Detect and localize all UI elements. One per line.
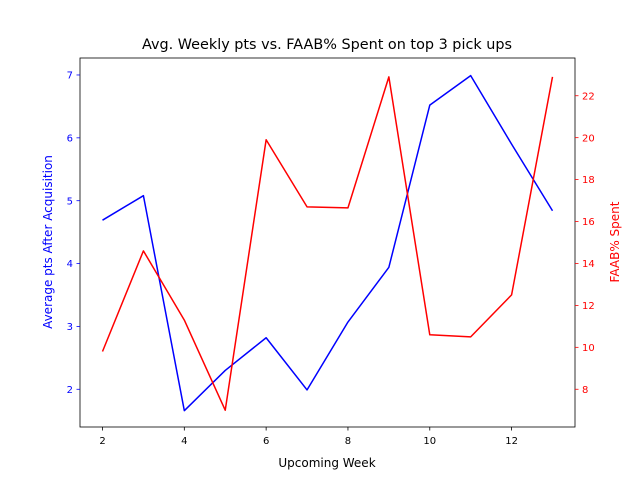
chart-title: Avg. Weekly pts vs. FAAB% Spent on top 3…: [142, 37, 512, 53]
left-y-axis-label: Average pts After Acquisition: [41, 155, 55, 329]
right-y-tick-label: 10: [582, 343, 595, 354]
left-y-tick-label: 5: [67, 196, 73, 207]
right-y-tick-label: 22: [582, 91, 595, 102]
plot-area: [101, 74, 554, 412]
series-line-1: [102, 74, 554, 412]
x-axis-label: Upcoming Week: [278, 456, 375, 470]
right-y-tick-label: 20: [582, 133, 595, 144]
left-y-tick-label: 7: [67, 71, 73, 82]
x-tick-label: 10: [423, 436, 436, 447]
right-y-tick-label: 18: [582, 175, 595, 186]
right-y-tick-label: 12: [582, 301, 595, 312]
axes: 2 4 6 8 10 12 2 3 4 5 6 7 8 10 12 14 16 18 20 22: [67, 57, 595, 447]
left-y-tick-label: 2: [67, 385, 73, 396]
left-y-tick-label: 3: [67, 322, 73, 333]
left-y-tick-label: 4: [67, 259, 73, 270]
plot-frame: [79, 57, 576, 428]
right-y-tick-label: 16: [582, 217, 595, 228]
left-y-tick-label: 6: [67, 133, 73, 144]
x-tick-label: 4: [181, 436, 187, 447]
series-line-2: [101, 76, 554, 411]
right-y-axis-label: FAAB% Spent: [608, 201, 622, 282]
x-tick-label: 2: [99, 436, 105, 447]
x-tick-label: 8: [345, 436, 351, 447]
right-y-tick-label: 14: [582, 259, 595, 270]
right-y-tick-label: 8: [582, 385, 588, 396]
x-tick-label: 6: [263, 436, 269, 447]
x-tick-label: 12: [505, 436, 518, 447]
